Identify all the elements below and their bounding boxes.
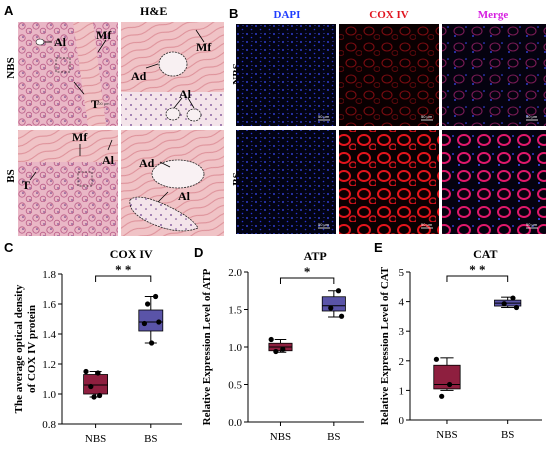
fluor-nbs-merge [442,24,546,126]
fluor-scale-4: 50 μm [318,222,330,227]
x-tick-label: NBS [436,429,457,441]
data-point [83,368,89,375]
panel-label-d: D [194,245,204,260]
data-point [328,305,334,311]
y-axis-label: of COX IV protein [26,305,38,393]
fluor-col-dapi: DAPI [273,9,301,21]
he-annot-al-3: Al [102,153,114,167]
chart-atp: 0.0 0.5 1.0 1.5 2.0 NBS BS ATP* Relative Express… [201,249,364,443]
significance-marker: * [304,264,311,279]
y-tick-label: 1.8 [42,269,56,281]
panel-label-e: E [374,240,383,255]
fluor-bs-dapi [236,130,336,234]
significance-marker: * * [115,262,131,277]
y-tick-label: 2.0 [228,267,242,279]
y-tick-label: 1.2 [42,359,56,371]
chart-title: ATP [304,249,327,263]
x-tick-label: NBS [85,433,106,445]
panel-label-b: B [229,6,239,21]
y-tick-label: 0.5 [228,380,242,392]
x-tick-label: BS [327,431,340,443]
fluor-scale-2: 50 μm [421,114,433,119]
fluor-scale-6: 50 μm [526,222,538,227]
he-annot-al-4: Al [178,189,190,203]
data-point [141,320,147,327]
x-tick-label: BS [144,433,157,445]
y-axis-label: Relative Expression Level of ATP [201,268,213,425]
data-point [433,356,439,362]
data-point [145,301,151,307]
x-tick-label: NBS [270,431,291,443]
box [83,374,108,395]
y-tick-label: 1.0 [228,342,242,354]
y-tick-label: 1.6 [42,299,56,311]
data-point [280,346,286,352]
panel-label-a: A [4,3,14,18]
y-tick-label: 0 [399,415,405,427]
data-point [156,319,162,325]
fluor-micrographs [236,24,546,234]
y-tick-label: 1 [399,385,405,397]
y-tick-label: 5 [399,267,405,279]
he-annot-t-1: T [91,97,100,111]
data-point [153,293,159,300]
chart-title: COX IV [110,247,153,261]
he-micrographs [18,22,224,236]
fluor-nbs-cox4 [339,24,439,126]
he-annot-t-2: T [22,178,31,192]
fluor-scale-1: 50 μm [318,114,330,119]
y-axis-label: The average optical density [13,284,25,413]
chart-cat: 0 1 2 3 4 5 NBS BS CAT* * Relative Expression Lev… [379,247,542,441]
panel-label-c: C [4,240,14,255]
data-point [513,304,520,311]
fluor-bs-merge [442,130,546,234]
data-point [91,394,97,400]
y-tick-label: 1.4 [42,329,56,341]
significance-marker: * * [469,262,485,277]
chart-cox4: 0.8 1.0 1.2 1.4 1.6 1.8 NBS BS COX IV* * The aver… [13,247,182,445]
data-point [268,336,274,343]
data-point [149,340,155,346]
data-point [501,301,507,307]
y-tick-label: 1.0 [42,389,56,401]
x-tick-label: BS [501,429,514,441]
fluor-scale-5: 50 μm [421,222,433,227]
significance-bracket [446,275,509,282]
data-point [88,383,94,390]
data-point [338,313,345,319]
y-tick-label: 1.5 [228,305,242,317]
y-tick-label: 2 [399,356,405,368]
box [433,364,461,390]
data-point [447,381,453,388]
y-tick-label: 0.8 [42,419,56,431]
fluor-col-merge: Merge [477,9,509,21]
data-point [439,393,445,399]
he-annot-al-2: Al [179,87,191,101]
data-point [335,288,342,294]
fluor-scale-3: 50 μm [526,114,538,119]
fluor-col-cox4: COX IV [369,9,409,21]
box [321,296,346,312]
y-tick-label: 3 [399,326,405,338]
he-title: H&E [140,4,168,18]
he-annot-mf-3: Mf [72,130,88,144]
significance-bracket [95,275,152,282]
he-annot-al-1: Al [54,35,66,49]
fluor-nbs-dapi [236,24,336,126]
data-point [97,392,103,399]
he-annot-ad-1: Ad [131,69,147,83]
he-scale-label: 100 μm [96,101,110,106]
fluor-bs-cox4 [339,130,439,234]
y-tick-label: 4 [399,297,405,309]
chart-title: CAT [473,247,497,261]
y-axis-label: Relative Expression Level of CAT [379,266,391,425]
data-point [510,295,516,301]
data-point [95,370,101,376]
he-annot-ad-2: Ad [139,156,155,170]
data-point [273,348,279,355]
he-annot-mf-1: Mf [96,28,112,42]
he-annot-mf-2: Mf [196,40,212,54]
y-tick-label: 0.0 [228,417,242,429]
significance-bracket [279,277,335,284]
